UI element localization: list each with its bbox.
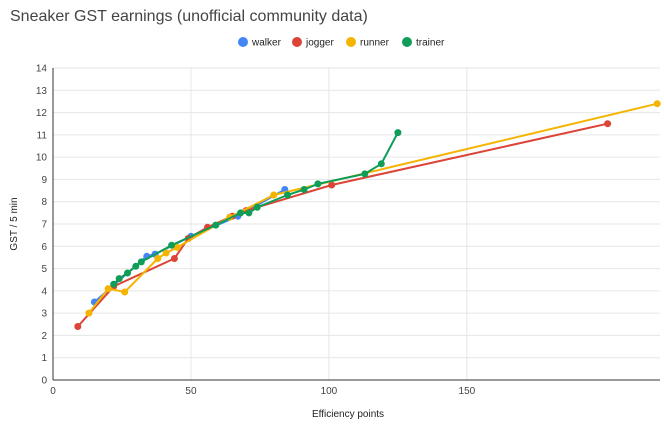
- y-tick-label: 3: [41, 309, 47, 320]
- series-layer: [74, 100, 661, 330]
- legend-label: walker: [251, 38, 282, 49]
- y-tick-label: 12: [36, 108, 48, 119]
- series-walker: [90, 186, 289, 306]
- data-point-trainer: [253, 203, 261, 211]
- data-point-runner: [154, 255, 162, 262]
- data-point-trainer: [124, 269, 131, 277]
- series-line-trainer: [112, 132, 399, 285]
- data-point-trainer: [168, 241, 176, 249]
- data-point-trainer: [115, 275, 123, 283]
- data-point-trainer: [110, 280, 118, 288]
- y-tick-label: 14: [36, 64, 48, 75]
- y-tick-label: 5: [41, 264, 47, 275]
- data-point-runner: [162, 249, 170, 257]
- y-tick-label: 2: [41, 331, 47, 342]
- y-tick-label: 10: [36, 153, 48, 164]
- legend-item-walker: walker: [238, 37, 282, 49]
- series-line-jogger: [77, 122, 608, 328]
- legend-swatch: [346, 37, 356, 47]
- y-tick-label: 6: [41, 242, 47, 253]
- legend: walker jogger runner trainer: [238, 37, 445, 49]
- data-point-trainer: [300, 186, 308, 193]
- legend-item-runner: runner: [346, 37, 390, 49]
- y-tick-label: 1: [41, 353, 47, 364]
- data-point-jogger: [170, 255, 178, 262]
- x-tick-label: 100: [321, 386, 338, 397]
- legend-item-jogger: jogger: [292, 37, 334, 49]
- y-tick-label: 13: [36, 86, 48, 97]
- series-runner: [85, 100, 661, 317]
- legend-item-trainer: trainer: [402, 37, 445, 49]
- chart-title: Sneaker GST earnings (unofficial communi…: [10, 8, 368, 25]
- data-point-runner: [121, 288, 129, 296]
- series-jogger: [74, 120, 612, 330]
- data-point-trainer: [377, 160, 385, 168]
- data-point-trainer: [132, 262, 140, 270]
- y-tick-label: 7: [41, 220, 47, 231]
- data-point-jogger: [74, 323, 82, 330]
- y-tick-label: 4: [41, 286, 47, 297]
- data-point-trainer: [361, 170, 369, 178]
- data-point-trainer: [237, 209, 245, 217]
- data-point-trainer: [314, 180, 322, 188]
- axes: [52, 68, 660, 381]
- data-point-jogger: [328, 181, 336, 189]
- data-point-trainer: [284, 191, 291, 199]
- data-point-jogger: [604, 120, 612, 128]
- y-tick-label: 11: [37, 130, 48, 141]
- legend-label: jogger: [305, 38, 334, 49]
- data-point-trainer: [394, 129, 402, 137]
- data-point-trainer: [212, 221, 220, 229]
- y-tick-label: 8: [41, 197, 47, 208]
- x-tick-label: 150: [459, 386, 476, 397]
- legend-swatch: [238, 37, 248, 47]
- data-point-runner: [653, 100, 661, 108]
- y-tick-label: 9: [41, 175, 47, 186]
- series-trainer: [110, 129, 402, 288]
- legend-label: trainer: [416, 38, 445, 49]
- x-tick-label: 50: [185, 386, 197, 397]
- data-point-runner: [85, 309, 93, 317]
- data-point-trainer: [137, 258, 145, 266]
- data-point-runner: [104, 285, 112, 293]
- legend-swatch: [292, 37, 302, 47]
- y-axis-title: GST / 5 min: [9, 197, 20, 250]
- legend-label: runner: [360, 38, 390, 49]
- data-point-runner: [173, 243, 181, 251]
- data-point-runner: [270, 191, 278, 199]
- x-tick-label: 0: [50, 386, 56, 397]
- x-axis-title: Efficiency points: [312, 409, 384, 420]
- data-point-trainer: [245, 209, 253, 217]
- gridlines: [53, 67, 660, 380]
- x-tick-labels: 0 50 100 150: [50, 386, 475, 397]
- y-tick-label: 0: [41, 376, 47, 387]
- legend-swatch: [402, 37, 412, 47]
